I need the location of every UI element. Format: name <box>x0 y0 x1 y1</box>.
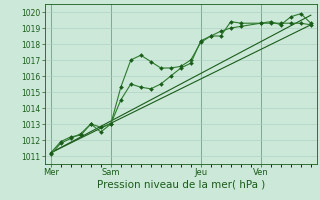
X-axis label: Pression niveau de la mer( hPa ): Pression niveau de la mer( hPa ) <box>97 180 265 190</box>
